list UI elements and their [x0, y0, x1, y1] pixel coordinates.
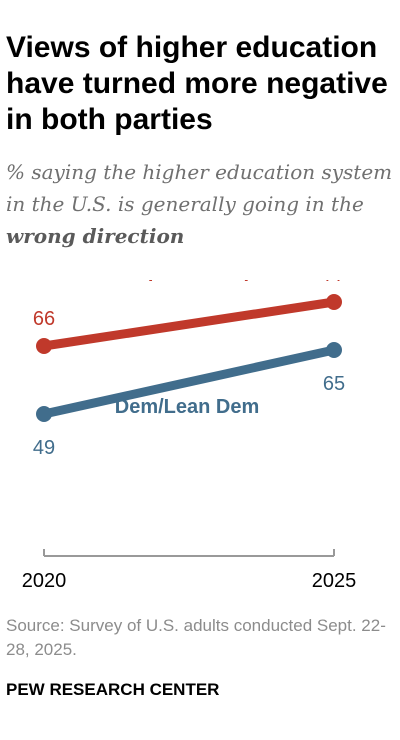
- data-point: [36, 406, 52, 422]
- x-tick-label: 2020: [22, 570, 67, 592]
- data-label: 65: [323, 373, 345, 395]
- data-point: [326, 342, 342, 358]
- x-tick-label: 2025: [312, 570, 357, 592]
- data-label: 49: [33, 437, 55, 459]
- organization-name: PEW RESEARCH CENTER: [6, 680, 220, 699]
- subtitle-text: % saying the higher education system in …: [6, 160, 393, 216]
- data-point: [36, 338, 52, 354]
- series-line: [39, 297, 339, 351]
- subtitle-emphasis: wrong direction: [6, 224, 185, 248]
- data-label: 66: [33, 308, 55, 330]
- chart-title: Views of higher education have turned mo…: [6, 31, 388, 136]
- series-line: [39, 345, 339, 419]
- data-label: 77: [323, 280, 345, 286]
- source-note: Source: Survey of U.S. adults conducted …: [6, 616, 386, 659]
- line-chart: 2020 2025 66 77 Rep/Lean Rep 49 65 Dem/Lean Dem: [22, 280, 357, 592]
- series-label: Rep/Lean Rep: [122, 280, 255, 282]
- chart-subtitle: % saying the higher education system in …: [6, 156, 396, 252]
- series-label: Dem/Lean Dem: [115, 396, 260, 418]
- data-point: [326, 294, 342, 310]
